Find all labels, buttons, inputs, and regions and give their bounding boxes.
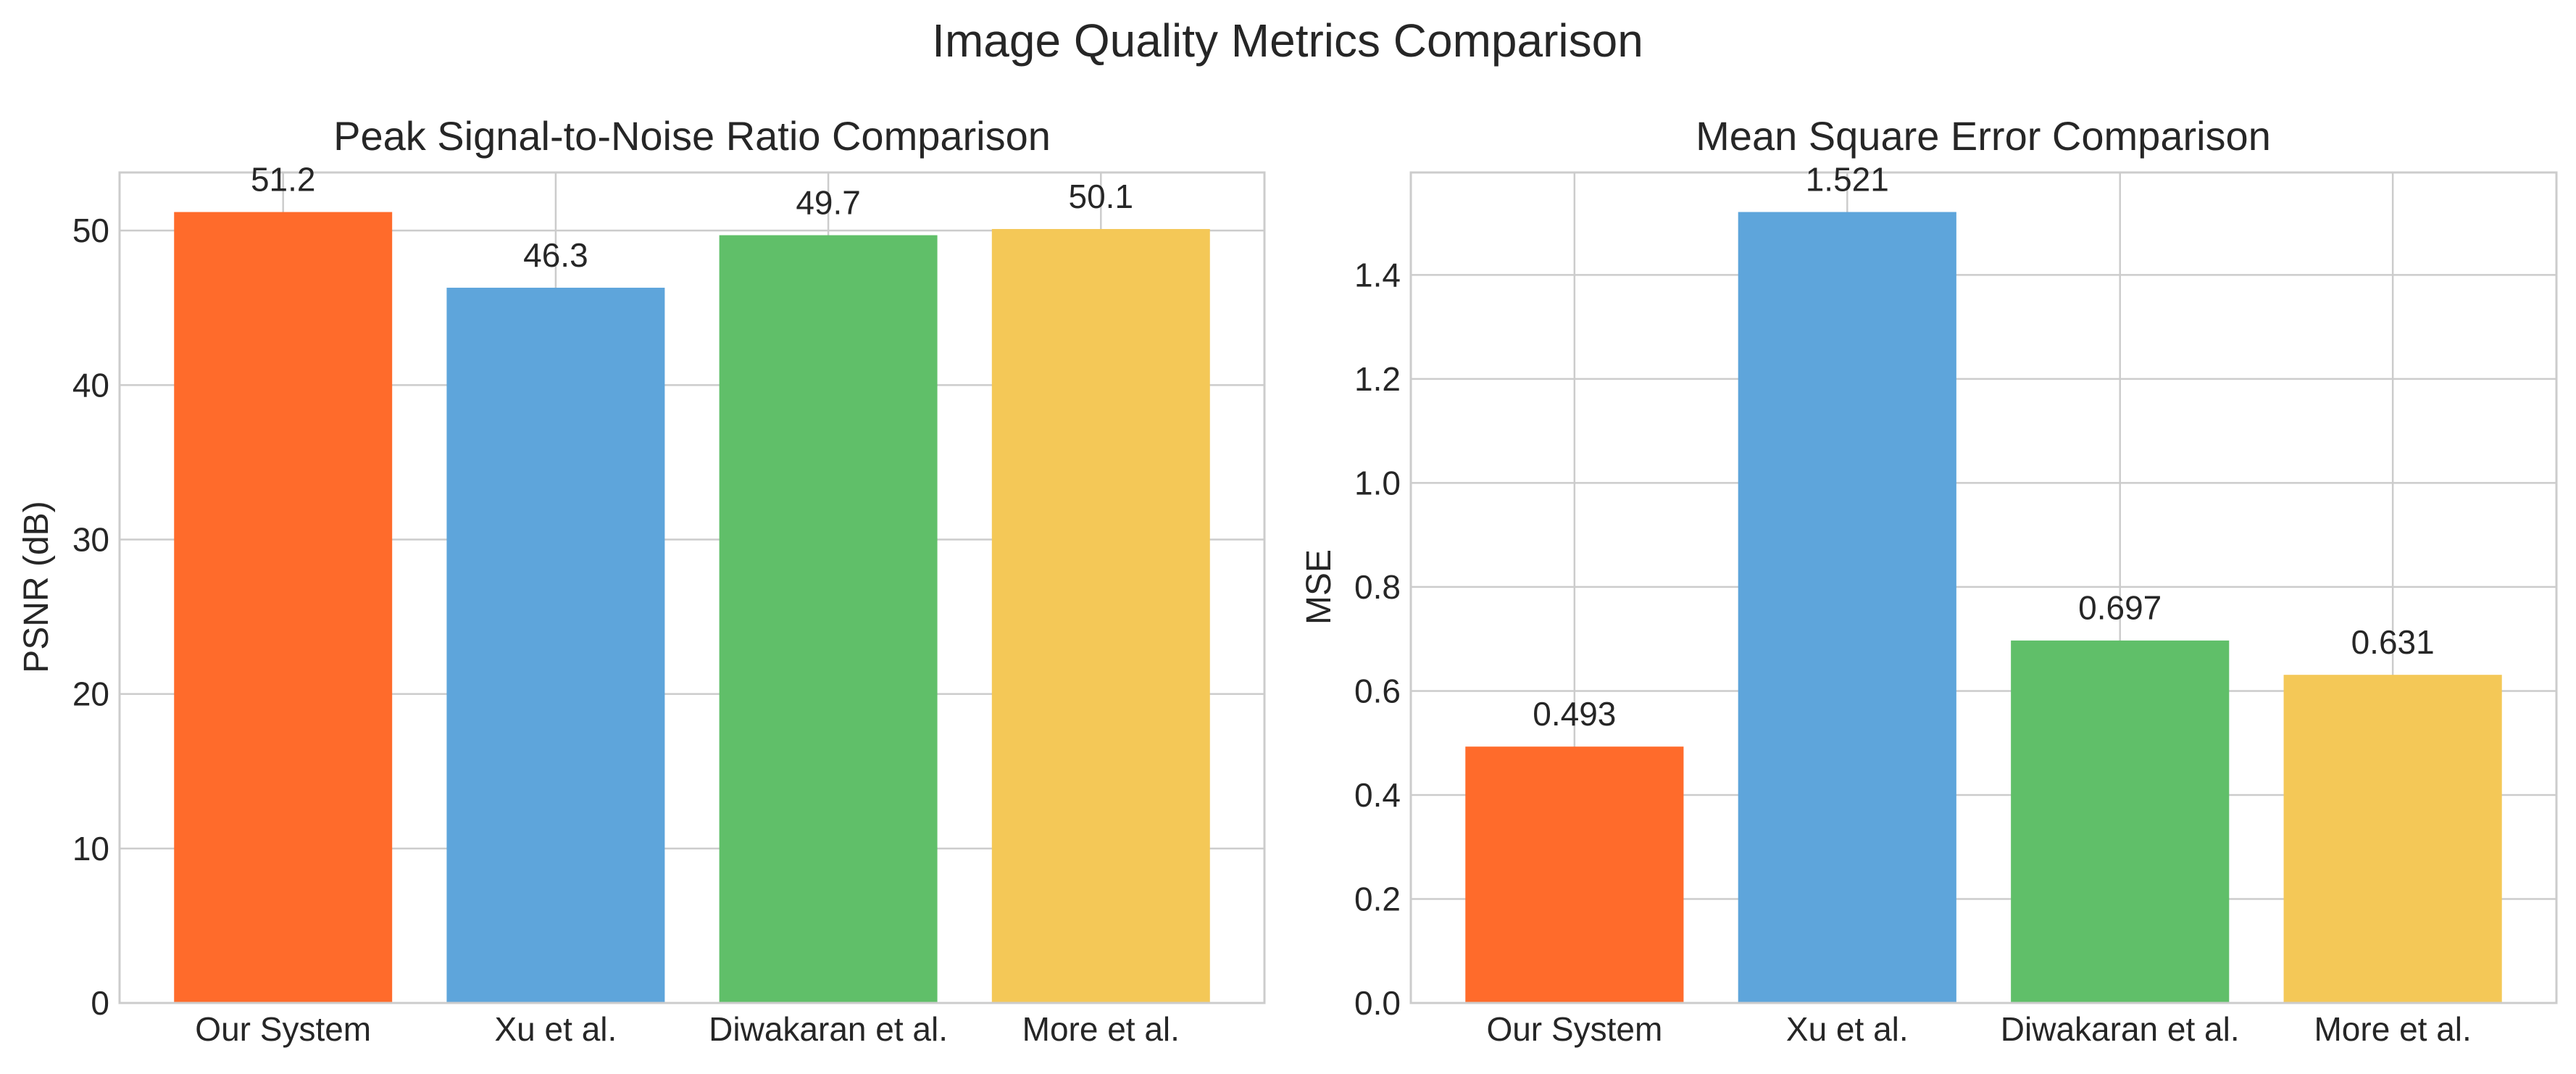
figure-title: Image Quality Metrics Comparison xyxy=(932,14,1643,67)
mse-chart-title: Mean Square Error Comparison xyxy=(1696,113,2271,159)
mse-y-tick-label: 0.8 xyxy=(1354,568,1401,606)
mse-bar xyxy=(2283,675,2502,1003)
mse-y-tick-label: 0.6 xyxy=(1354,672,1401,709)
psnr-panel: Peak Signal-to-Noise Ratio Comparison 0 1… xyxy=(17,113,1266,1048)
mse-panel: Mean Square Error Comparison 0.0 0.2 0.4 0.… xyxy=(1300,113,2558,1048)
mse-bar-value-label: 1.521 xyxy=(1806,160,1889,198)
mse-bar-value-label: 0.493 xyxy=(1533,695,1616,733)
mse-bar-value-label: 0.631 xyxy=(2351,623,2435,661)
mse-y-tick-label: 0.2 xyxy=(1354,880,1401,917)
psnr-bar xyxy=(174,212,393,1004)
psnr-bar-value-label: 51.2 xyxy=(251,160,316,198)
mse-x-tick-label: More et al. xyxy=(2314,1010,2471,1048)
psnr-y-tick-label: 0 xyxy=(91,984,109,1022)
psnr-chart-title: Peak Signal-to-Noise Ratio Comparison xyxy=(333,113,1051,159)
psnr-y-tick-label: 30 xyxy=(72,520,109,558)
psnr-bar xyxy=(719,235,938,1003)
mse-bar xyxy=(1465,746,1684,1003)
psnr-bar-value-label: 50.1 xyxy=(1069,178,1134,215)
psnr-bar-value-label: 49.7 xyxy=(796,183,861,221)
psnr-y-tick-label: 50 xyxy=(72,212,109,249)
mse-y-tick-label: 1.4 xyxy=(1354,256,1401,294)
mse-y-tick-label: 1.0 xyxy=(1354,464,1401,501)
mse-bar xyxy=(2011,640,2230,1003)
mse-bar-value-label: 0.697 xyxy=(2078,589,2162,627)
mse-y-axis-label: MSE xyxy=(1300,549,1338,625)
mse-y-tick-label: 1.2 xyxy=(1354,360,1401,398)
psnr-y-axis-label: PSNR (dB) xyxy=(17,501,56,673)
mse-bar xyxy=(1738,212,1956,1004)
mse-x-tick-label: Our System xyxy=(1486,1010,1662,1048)
psnr-y-tick-label: 10 xyxy=(72,830,109,867)
psnr-bar xyxy=(991,229,1210,1004)
psnr-x-tick-label: Diwakaran et al. xyxy=(709,1010,948,1048)
mse-y-tick-label: 0.0 xyxy=(1354,984,1401,1022)
mse-axes-frame xyxy=(1409,171,2558,1004)
mse-x-tick-label: Xu et al. xyxy=(1786,1010,1909,1048)
mse-y-tick-label: 0.4 xyxy=(1354,776,1401,814)
psnr-y-tick-label: 40 xyxy=(72,366,109,404)
psnr-x-tick-label: More et al. xyxy=(1022,1010,1180,1048)
psnr-axes-frame xyxy=(118,171,1266,1004)
psnr-bar-value-label: 46.3 xyxy=(523,236,588,274)
psnr-x-tick-label: Xu et al. xyxy=(495,1010,617,1048)
psnr-y-tick-label: 20 xyxy=(72,675,109,713)
psnr-x-tick-label: Our System xyxy=(195,1010,371,1048)
psnr-bar xyxy=(446,288,665,1004)
mse-x-tick-label: Diwakaran et al. xyxy=(2001,1010,2240,1048)
